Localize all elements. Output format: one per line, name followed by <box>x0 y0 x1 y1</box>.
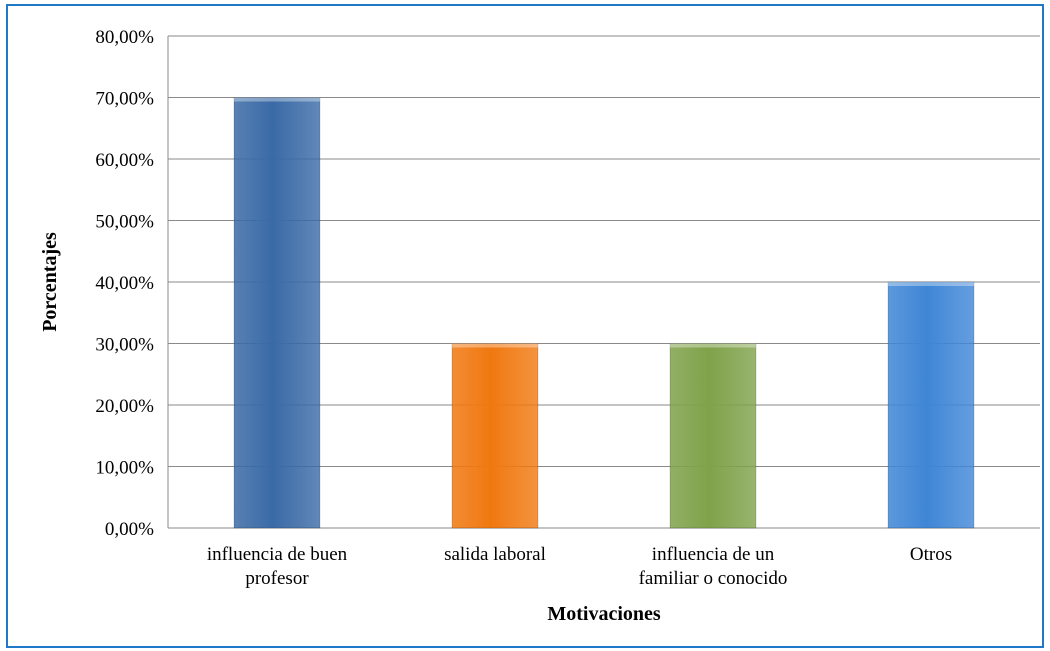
bar <box>451 343 539 529</box>
bar <box>669 343 757 529</box>
bars <box>233 97 975 529</box>
bar-bevel <box>670 343 756 348</box>
y-tick-label: 20,00% <box>95 396 154 417</box>
chart-frame <box>6 4 1044 648</box>
y-tick-label: 60,00% <box>95 150 154 171</box>
bar-bevel <box>452 343 538 348</box>
x-category-label: influencia de buen profesor <box>207 544 348 589</box>
bar-bevel <box>234 97 320 102</box>
x-category-label: salida laboral <box>444 544 546 565</box>
bar <box>887 281 975 529</box>
y-tick-label: 0,00% <box>105 519 154 540</box>
y-tick-label: 50,00% <box>95 212 154 233</box>
x-axis-label: Motivaciones <box>547 603 661 625</box>
x-category-label: Otros <box>910 544 952 565</box>
x-category-labels: influencia de buen profesor salida laboral… <box>207 544 952 589</box>
y-tick-label: 40,00% <box>95 273 154 294</box>
bar <box>233 97 321 529</box>
bar-bevel <box>888 282 974 286</box>
y-tick-label: 10,00% <box>95 458 154 479</box>
y-tick-label: 80,00% <box>95 27 154 48</box>
x-category-label: influencia de un familiar o conocido <box>639 544 788 589</box>
y-axis-label: Porcentajes <box>39 232 61 332</box>
y-tick-labels: 0,00% 10,00% 20,00% 30,00% 40,00% 50,00% 60,00… <box>95 27 154 540</box>
y-tick-label: 30,00% <box>95 335 154 356</box>
y-tick-label: 70,00% <box>95 89 154 110</box>
